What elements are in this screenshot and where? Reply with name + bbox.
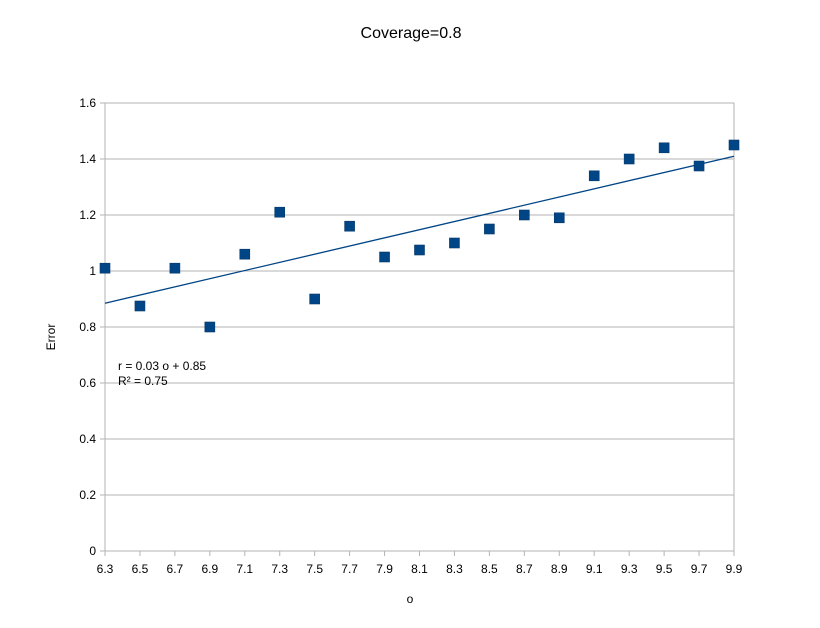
x-tick-label: 7.1: [236, 562, 253, 576]
x-tick-label: 6.3: [97, 562, 114, 576]
data-point: [344, 220, 355, 232]
plot-area-border: [104, 102, 735, 552]
data-point: [728, 139, 740, 151]
x-tick-label: 8.7: [516, 562, 533, 576]
data-point: [274, 206, 286, 218]
y-tick-label: 1.4: [79, 152, 96, 166]
x-tick-label: 9.5: [656, 562, 673, 576]
data-point: [99, 262, 111, 274]
data-point: [588, 170, 600, 182]
data-point: [204, 321, 216, 333]
x-tick-label: 6.9: [201, 562, 218, 576]
x-tick-label: 8.5: [481, 562, 498, 576]
data-point: [623, 153, 635, 165]
y-axis-label: Error: [44, 324, 58, 351]
data-point: [553, 212, 565, 224]
y-tick-label: 0.2: [79, 488, 96, 502]
y-tick-label: 0.8: [79, 320, 96, 334]
x-tick-label: 6.7: [167, 562, 184, 576]
data-point: [309, 293, 320, 305]
data-point: [658, 142, 670, 154]
y-tick-label: 1: [89, 264, 96, 278]
y-tick-label: 1.2: [79, 208, 96, 222]
x-tick-label: 8.3: [446, 562, 463, 576]
x-axis-label: o: [407, 592, 414, 606]
x-tick-label: 7.5: [306, 562, 323, 576]
trendline-equation: r = 0.03 o + 0.85: [118, 359, 206, 373]
x-tick-label: 9.7: [691, 562, 708, 576]
x-tick-label: 8.9: [551, 562, 568, 576]
data-point: [519, 209, 530, 221]
gridlines: [100, 102, 735, 556]
x-tick-label: 7.3: [271, 562, 288, 576]
x-tick-label: 6.5: [132, 562, 149, 576]
data-point: [239, 248, 251, 260]
x-tick-label: 7.7: [341, 562, 358, 576]
data-point: [379, 251, 390, 263]
data-points: [99, 139, 740, 333]
data-point: [169, 262, 181, 274]
y-tick-label: 0: [89, 544, 96, 558]
y-axis-tick-labels: 0 0.2 0.4 0.6 0.8 1 1.2 1.4 1.6: [79, 96, 96, 558]
chart-title: Coverage=0.8: [361, 25, 462, 42]
x-tick-label: 9.1: [586, 562, 603, 576]
x-tick-label: 9.3: [621, 562, 638, 576]
y-tick-label: 0.4: [79, 432, 96, 446]
trendline: [104, 155, 735, 304]
data-point: [414, 244, 425, 256]
x-tick-label: 8.1: [411, 562, 428, 576]
x-axis-tick-labels: 6.3 6.5 6.7 6.9 7.1 7.3 7.5 7.7 7.9 8.1 8.3 8.5 8.7 8…: [97, 562, 743, 576]
y-tick-label: 0.6: [79, 376, 96, 390]
x-tick-label: 9.9: [726, 562, 743, 576]
data-point: [449, 237, 460, 249]
data-point: [134, 300, 146, 312]
data-point: [484, 223, 495, 235]
x-tick-label: 7.9: [376, 562, 393, 576]
trendline-r-squared: R² = 0.75: [118, 374, 168, 388]
y-tick-label: 1.6: [79, 96, 96, 110]
data-point: [693, 160, 705, 172]
